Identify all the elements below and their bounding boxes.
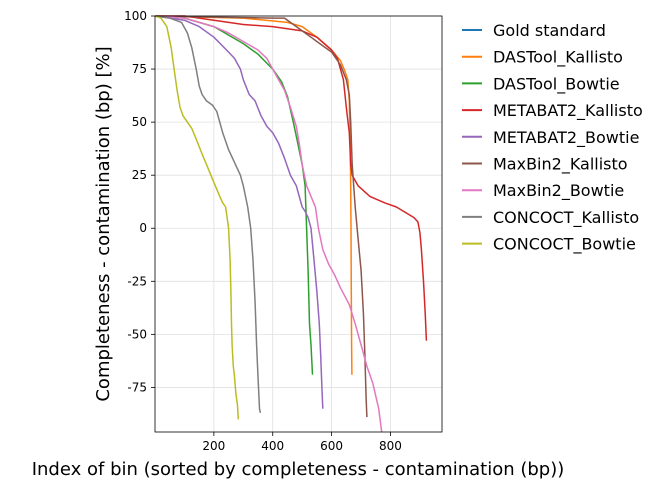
series-line-dastool-kallisto	[155, 15, 353, 375]
series-line-maxbin2-kallisto	[155, 15, 368, 418]
legend-item: CONCOCT_Kallisto	[462, 208, 639, 228]
legend-label: MaxBin2_Bowtie	[493, 181, 624, 201]
x-tick-label: 200	[202, 439, 225, 453]
y-tick-label: 0	[139, 221, 147, 235]
legend-item: METABAT2_Kallisto	[462, 101, 643, 121]
legend-label: CONCOCT_Bowtie	[493, 235, 636, 255]
legend-label: DASTool_Bowtie	[493, 74, 620, 94]
series-line-dastool-bowtie	[155, 15, 314, 375]
legend-item: DASTool_Bowtie	[462, 74, 620, 94]
legend-label: Gold standard	[493, 21, 606, 40]
series-line-concoct-bowtie	[155, 15, 240, 420]
plot-frame	[154, 15, 443, 433]
legend-item: DASTool_Kallisto	[462, 48, 623, 68]
y-tick-label: -25	[127, 274, 147, 288]
axis-ticks: 200 400 600 800 -75 -50 -25 0 25 50 75 100	[124, 9, 402, 453]
series-line-metabat2-kallisto	[155, 15, 428, 341]
legend-label: CONCOCT_Kallisto	[493, 208, 639, 228]
series-line-concoct-kallisto	[155, 15, 262, 414]
y-tick-label: -50	[127, 327, 147, 341]
x-tick-label: 800	[379, 439, 402, 453]
legend: Gold standard DASTool_Kallisto DASTool_Bow…	[462, 21, 643, 255]
legend-item: Gold standard	[462, 21, 606, 40]
legend-item: CONCOCT_Bowtie	[462, 235, 636, 255]
legend-label: DASTool_Kallisto	[493, 48, 623, 68]
y-tick-label: -75	[127, 380, 147, 394]
series-lines	[155, 15, 428, 433]
legend-label: MaxBin2_Kallisto	[493, 155, 628, 175]
series-line-maxbin2-bowtie	[155, 15, 383, 433]
y-tick-label: 75	[132, 62, 147, 76]
legend-item: METABAT2_Bowtie	[462, 128, 639, 148]
y-tick-label: 50	[132, 115, 147, 129]
y-axis-label: Completeness - contamination (bp) [%]	[93, 46, 114, 401]
legend-item: MaxBin2_Bowtie	[462, 181, 624, 201]
legend-label: METABAT2_Kallisto	[493, 101, 643, 121]
x-tick-label: 600	[320, 439, 343, 453]
x-axis-label: Index of bin (sorted by completeness - c…	[32, 459, 565, 480]
y-tick-label: 25	[132, 168, 147, 182]
legend-item: MaxBin2_Kallisto	[462, 155, 628, 175]
series-line-metabat2-bowtie	[155, 15, 324, 409]
x-tick-label: 400	[261, 439, 284, 453]
legend-label: METABAT2_Bowtie	[493, 128, 639, 148]
y-tick-label: 100	[124, 9, 147, 23]
